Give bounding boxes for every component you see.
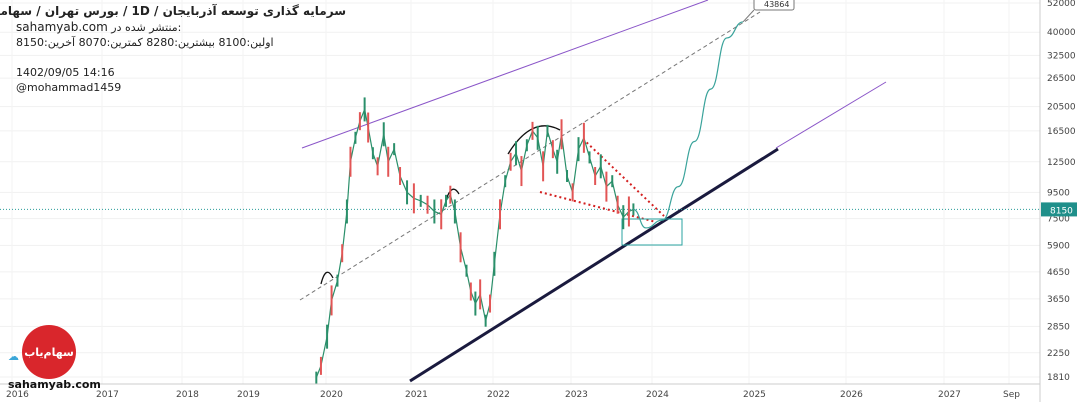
price-series xyxy=(315,21,744,384)
x-tick-label: 2022 xyxy=(487,390,510,400)
published-line: sahamyab.com منتشر شده در: xyxy=(16,20,181,34)
y-tick-label: 12500 xyxy=(1047,158,1076,168)
x-tick-label: 2023 xyxy=(565,390,588,400)
last-price-label: 8150 xyxy=(1050,206,1073,216)
y-tick-label: 3650 xyxy=(1047,295,1070,305)
last-price-badge xyxy=(1041,202,1077,217)
y-tick-label: 4650 xyxy=(1047,268,1070,278)
y-tick-label: 32500 xyxy=(1047,51,1076,61)
publish-date: 1402/09/05 14:16 xyxy=(16,66,115,79)
chart-title: سرمایه گذاری توسعه آذربایجان / 1D / بورس… xyxy=(0,4,346,18)
y-tick-label: 5900 xyxy=(1047,241,1070,251)
target-callout-leader xyxy=(742,9,755,23)
x-tick-label: 2020 xyxy=(320,390,343,400)
author-handle[interactable]: @mohammad1459 xyxy=(16,81,122,94)
x-tick-label: 2018 xyxy=(176,390,199,400)
y-tick-label: 16500 xyxy=(1047,127,1076,137)
projection-curve xyxy=(633,21,744,229)
arc-marker xyxy=(320,271,334,285)
x-tick-label: 2025 xyxy=(743,390,766,400)
cloud-icon: ☁ xyxy=(8,350,19,363)
ohlc-values: اولین:8100 بیشترین:8280 کمترین:8070 آخری… xyxy=(16,36,274,49)
y-tick-label: 2250 xyxy=(1047,349,1070,359)
y-tick-label: 7500 xyxy=(1047,215,1070,225)
x-tick-label: 2016 xyxy=(6,390,29,400)
x-tick-label: 2017 xyxy=(96,390,119,400)
lower-channel-line xyxy=(775,81,887,149)
wedge-lower xyxy=(539,191,657,223)
footer-site[interactable]: sahamyab.com xyxy=(8,378,101,391)
x-tick-label: 2019 xyxy=(237,390,260,400)
sahamyab-logo: سهام‌یاب xyxy=(22,325,76,379)
y-tick-label: 52000 xyxy=(1047,0,1076,9)
y-tick-label: 20500 xyxy=(1047,103,1076,113)
support-trendline xyxy=(409,147,779,383)
target-callout-box xyxy=(753,0,795,11)
x-tick-label: Sep xyxy=(1003,390,1020,400)
grid-lines xyxy=(0,0,1040,384)
y-tick-label: 1810 xyxy=(1047,373,1070,383)
target-zone-box xyxy=(621,218,683,246)
x-tick-label: 2021 xyxy=(405,390,428,400)
price-line xyxy=(315,107,634,378)
chart-overlays xyxy=(0,0,1040,383)
published-label: منتشر شده در: xyxy=(111,21,182,34)
y-tick-label: 26500 xyxy=(1047,74,1076,84)
published-site[interactable]: sahamyab.com xyxy=(16,20,108,34)
arc-marker xyxy=(445,188,460,201)
y-tick-label: 40000 xyxy=(1047,28,1076,38)
y-tick-label: 9500 xyxy=(1047,188,1070,198)
x-tick-label: 2026 xyxy=(840,390,863,400)
upper-channel-line xyxy=(301,0,709,149)
target-callout-label: 43864 xyxy=(764,0,789,9)
y-tick-label: 2850 xyxy=(1047,322,1070,332)
x-tick-label: 2024 xyxy=(646,390,669,400)
x-tick-label: 2027 xyxy=(938,390,961,400)
wedge-upper xyxy=(582,138,665,217)
